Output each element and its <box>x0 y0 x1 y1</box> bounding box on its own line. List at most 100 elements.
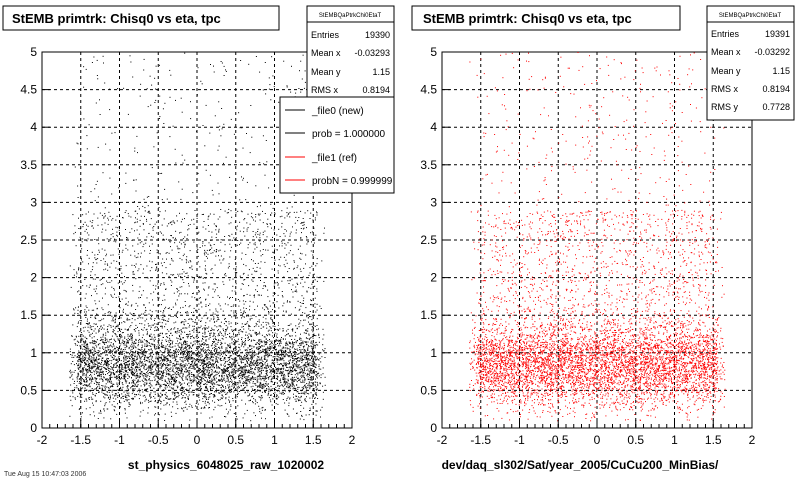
scatter-point <box>310 392 312 394</box>
scatter-point <box>236 341 238 343</box>
scatter-point <box>82 371 84 373</box>
scatter-point <box>192 192 194 194</box>
scatter-point <box>205 386 206 388</box>
scatter-point <box>212 194 214 196</box>
scatter-point <box>309 410 310 411</box>
scatter-point <box>275 403 277 405</box>
scatter-point <box>104 222 106 224</box>
scatter-point <box>256 365 257 366</box>
scatter-point <box>176 371 178 373</box>
scatter-point <box>77 388 79 390</box>
scatter-point <box>79 408 81 410</box>
scatter-point <box>259 347 261 349</box>
scatter-point <box>272 398 274 400</box>
scatter-point <box>177 393 179 395</box>
scatter-point <box>94 364 96 366</box>
scatter-point <box>142 246 144 248</box>
scatter-point <box>197 348 199 350</box>
scatter-point <box>186 335 188 337</box>
scatter-point <box>313 365 315 367</box>
scatter-point <box>104 364 106 365</box>
scatter-point <box>139 369 141 371</box>
scatter-point <box>174 377 176 379</box>
scatter-point <box>189 358 191 360</box>
scatter-point <box>264 363 266 365</box>
scatter-point <box>222 391 224 393</box>
scatter-point <box>201 380 203 382</box>
scatter-point <box>201 392 203 394</box>
scatter-point <box>120 337 122 339</box>
scatter-point <box>150 372 152 374</box>
scatter-point <box>110 339 112 340</box>
scatter-point <box>313 390 315 392</box>
scatter-point <box>305 341 307 343</box>
scatter-point <box>254 340 256 341</box>
scatter-point <box>176 355 178 357</box>
scatter-point <box>220 255 222 257</box>
scatter-point <box>131 341 133 343</box>
scatter-point <box>132 361 134 363</box>
scatter-point <box>156 354 158 356</box>
scatter-point <box>195 350 197 351</box>
scatter-point <box>288 402 290 404</box>
scatter-point <box>75 335 77 337</box>
scatter-point <box>200 361 202 363</box>
scatter-point <box>268 352 270 354</box>
scatter-point <box>284 229 286 230</box>
scatter-point <box>203 392 205 394</box>
scatter-point <box>250 352 252 354</box>
scatter-point <box>250 216 252 218</box>
scatter-point <box>247 365 249 367</box>
scatter-point <box>159 231 161 233</box>
scatter-point <box>295 325 297 327</box>
scatter-point <box>158 347 160 349</box>
scatter-point <box>96 371 98 373</box>
scatter-point <box>297 350 299 351</box>
scatter-point <box>175 359 176 361</box>
scatter-point <box>96 361 98 363</box>
scatter-point <box>192 367 194 369</box>
scatter-point <box>193 367 195 369</box>
scatter-point <box>240 288 242 290</box>
scatter-point <box>131 372 133 373</box>
scatter-point <box>168 318 170 320</box>
scatter-point <box>180 363 182 365</box>
scatter-point <box>154 375 156 377</box>
scatter-point <box>243 279 245 281</box>
scatter-point <box>172 393 174 395</box>
scatter-point <box>310 340 312 342</box>
scatter-point <box>125 359 127 361</box>
scatter-point <box>169 337 171 339</box>
scatter-point <box>215 381 217 383</box>
scatter-point <box>278 396 280 398</box>
scatter-point <box>198 396 200 398</box>
scatter-point <box>115 219 117 221</box>
scatter-point <box>146 367 148 369</box>
scatter-point <box>307 328 309 330</box>
scatter-point <box>251 335 253 337</box>
scatter-point <box>140 215 142 217</box>
scatter-point <box>281 371 282 373</box>
scatter-point <box>263 285 265 287</box>
scatter-point <box>88 234 90 236</box>
scatter-point <box>143 339 145 341</box>
scatter-point <box>96 387 98 389</box>
scatter-point <box>305 329 307 331</box>
scatter-point <box>211 327 213 329</box>
scatter-point <box>154 318 156 319</box>
scatter-point <box>84 354 86 356</box>
scatter-point <box>215 370 217 372</box>
scatter-point <box>284 409 286 411</box>
scatter-point <box>301 377 303 379</box>
scatter-point <box>139 352 141 354</box>
scatter-point <box>272 302 274 304</box>
scatter-point <box>100 326 102 328</box>
scatter-point <box>219 339 221 341</box>
scatter-point <box>264 376 266 378</box>
scatter-point <box>228 344 230 346</box>
scatter-point <box>216 343 218 345</box>
scatter-point <box>129 231 131 233</box>
scatter-point <box>175 314 177 316</box>
scatter-point <box>270 389 272 391</box>
scatter-point <box>223 372 225 373</box>
